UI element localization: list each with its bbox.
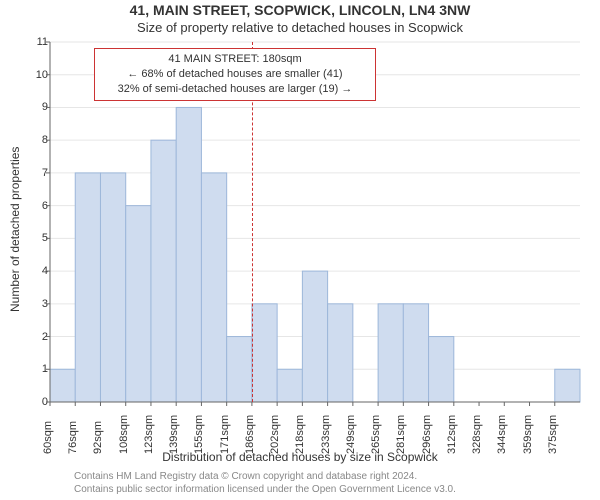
x-tick-label: 139sqm bbox=[168, 415, 180, 454]
footer-line-1: Contains HM Land Registry data © Crown c… bbox=[74, 471, 590, 484]
x-tick-label: 296sqm bbox=[421, 415, 433, 454]
histogram-bar bbox=[126, 206, 151, 402]
x-tick-label: 218sqm bbox=[294, 415, 306, 454]
histogram-bar bbox=[328, 304, 353, 402]
y-tick-label: 5 bbox=[28, 232, 48, 244]
y-axis-ticks: 01234567891011 bbox=[28, 42, 48, 402]
histogram-bar bbox=[555, 369, 580, 402]
x-tick-label: 202sqm bbox=[269, 415, 281, 454]
histogram-bar bbox=[227, 337, 252, 402]
chart-title-address: 41, MAIN STREET, SCOPWICK, LINCOLN, LN4 … bbox=[0, 2, 600, 18]
histogram-bar bbox=[429, 337, 454, 402]
y-axis-label: Number of detached properties bbox=[8, 147, 22, 312]
histogram-bar bbox=[252, 304, 277, 402]
annotation-line-2: ← 68% of detached houses are smaller (41… bbox=[101, 67, 369, 82]
histogram-bar bbox=[201, 173, 226, 402]
histogram-bar bbox=[151, 140, 176, 402]
histogram-bar bbox=[302, 271, 327, 402]
x-tick-label: 344sqm bbox=[496, 415, 508, 454]
histogram-bar bbox=[100, 173, 125, 402]
histogram-bar bbox=[75, 173, 100, 402]
y-tick-label: 2 bbox=[28, 331, 48, 343]
attribution-footer: Contains HM Land Registry data © Crown c… bbox=[74, 471, 590, 496]
x-tick-label: 375sqm bbox=[547, 415, 559, 454]
chart-title-description: Size of property relative to detached ho… bbox=[0, 20, 600, 35]
y-tick-label: 10 bbox=[28, 69, 48, 81]
histogram-bar bbox=[277, 369, 302, 402]
y-tick-label: 8 bbox=[28, 134, 48, 146]
x-tick-label: 359sqm bbox=[522, 415, 534, 454]
x-axis-label: Distribution of detached houses by size … bbox=[0, 450, 600, 464]
y-tick-label: 4 bbox=[28, 265, 48, 277]
y-tick-label: 3 bbox=[28, 298, 48, 310]
y-tick-label: 11 bbox=[28, 36, 48, 48]
y-tick-label: 7 bbox=[28, 167, 48, 179]
histogram-bar bbox=[403, 304, 428, 402]
x-tick-label: 328sqm bbox=[471, 415, 483, 454]
x-tick-label: 312sqm bbox=[446, 415, 458, 454]
x-axis-ticks: 60sqm76sqm92sqm108sqm123sqm139sqm155sqm1… bbox=[50, 404, 580, 448]
x-tick-label: 108sqm bbox=[118, 415, 130, 454]
y-tick-label: 0 bbox=[28, 396, 48, 408]
footer-line-2: Contains public sector information licen… bbox=[74, 484, 590, 497]
annotation-box: 41 MAIN STREET: 180sqm ← 68% of detached… bbox=[94, 48, 376, 101]
plot-area: 41 MAIN STREET: 180sqm ← 68% of detached… bbox=[50, 42, 580, 402]
histogram-bar bbox=[176, 107, 201, 402]
histogram-bar bbox=[50, 369, 75, 402]
x-tick-label: 155sqm bbox=[193, 415, 205, 454]
x-tick-label: 186sqm bbox=[244, 415, 256, 454]
y-tick-label: 9 bbox=[28, 101, 48, 113]
histogram-bar bbox=[378, 304, 403, 402]
annotation-line-1: 41 MAIN STREET: 180sqm bbox=[101, 52, 369, 67]
y-tick-label: 6 bbox=[28, 200, 48, 212]
x-tick-label: 265sqm bbox=[370, 415, 382, 454]
y-tick-label: 1 bbox=[28, 363, 48, 375]
x-tick-label: 233sqm bbox=[320, 415, 332, 454]
x-tick-label: 171sqm bbox=[219, 415, 231, 454]
annotation-line-3: 32% of semi-detached houses are larger (… bbox=[101, 82, 369, 97]
x-tick-label: 123sqm bbox=[143, 415, 155, 454]
x-tick-label: 281sqm bbox=[395, 415, 407, 454]
x-tick-label: 249sqm bbox=[345, 415, 357, 454]
